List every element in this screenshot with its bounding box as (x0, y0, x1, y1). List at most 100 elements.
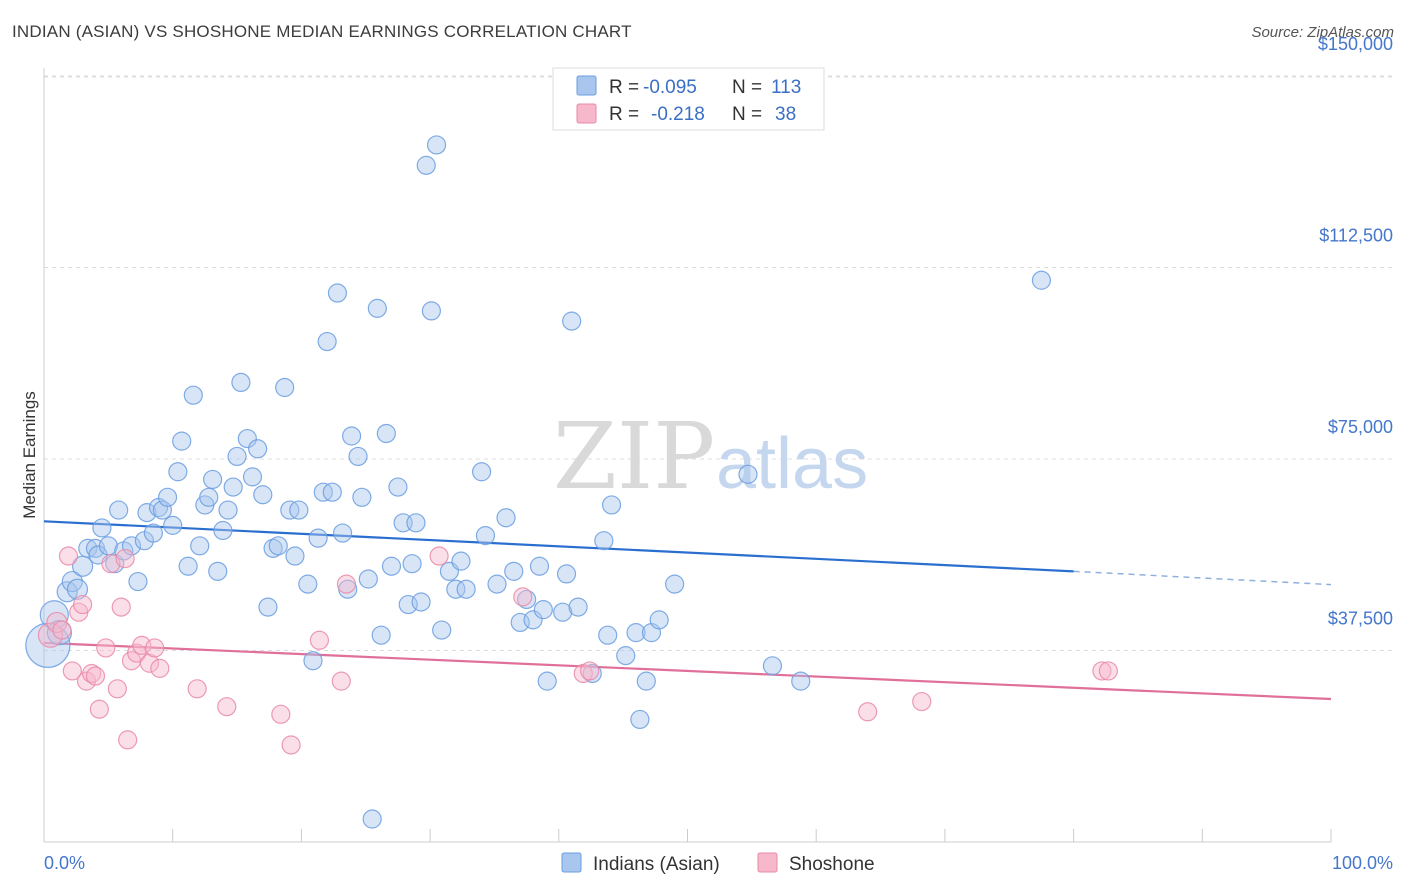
shoshone-point (37, 622, 64, 648)
shoshone-point (139, 653, 160, 673)
legend-n-label: N = (732, 77, 762, 98)
indians-point (308, 528, 328, 548)
indians-trend-extension (1073, 570, 1332, 586)
shoshone-point (336, 574, 357, 594)
indians-point (598, 625, 618, 645)
indians-point (223, 477, 243, 497)
indians-point (213, 520, 233, 541)
shoshone-point (429, 546, 449, 566)
indians-point (636, 671, 656, 691)
indians-point (376, 423, 396, 444)
indians-point (202, 469, 223, 490)
indians-point (456, 579, 476, 599)
indians-point (371, 625, 391, 645)
indians-point (649, 610, 669, 630)
shoshone-point (1098, 661, 1118, 681)
indians-point (402, 554, 422, 574)
indians-point (446, 579, 466, 599)
shoshone-point (107, 679, 127, 699)
legend-r-value: -0.218 (651, 104, 705, 125)
shoshone-point (111, 597, 131, 617)
shoshone-point (912, 691, 932, 712)
indians-point (388, 477, 408, 497)
watermark-atlas: atlas (716, 424, 868, 504)
indians-point (258, 597, 278, 617)
trend-layer (43, 520, 1332, 701)
indians-point (218, 500, 238, 520)
indians-point (178, 556, 198, 576)
indians-point (163, 515, 183, 535)
indians-point (172, 431, 192, 451)
indians-point (616, 646, 636, 666)
legend-swatch-shoshone (576, 103, 597, 124)
bottom-legend-shoshone: Shoshone (789, 854, 875, 875)
indians-point (208, 561, 228, 581)
shoshone-point (1092, 661, 1112, 681)
grid-layer (44, 75, 1395, 651)
shoshone-point (58, 546, 79, 566)
legend-n-label: N = (732, 104, 762, 125)
indians-point (487, 574, 507, 594)
indians-point (242, 467, 263, 487)
axes-layer (43, 68, 1332, 843)
indians-point (56, 581, 78, 603)
indians-point (275, 377, 295, 398)
x-tick-label-min: 0.0% (44, 853, 85, 873)
legend-r-label: R = (609, 104, 639, 125)
shoshone-point (85, 666, 106, 686)
shoshone-point (89, 699, 109, 719)
shoshone-point (309, 630, 330, 650)
indians-point (537, 671, 557, 691)
indians-point (432, 620, 452, 640)
shoshone-point (513, 587, 533, 607)
shoshone-point (281, 735, 301, 755)
y-axis-label: Median Earnings (20, 391, 39, 519)
indians-point (109, 500, 129, 520)
shoshone-point (187, 679, 207, 699)
chart-title: INDIAN (ASIAN) VS SHOSHONE MEDIAN EARNIN… (12, 22, 632, 41)
shoshone-point (271, 704, 291, 724)
indians-point (553, 602, 573, 622)
indians-point (137, 503, 157, 523)
indians-point (416, 155, 436, 175)
y-tick-label: $112,500 (1319, 226, 1393, 246)
shoshone-point (101, 554, 121, 574)
indians-point (285, 546, 305, 566)
indians-point (630, 709, 650, 730)
indians-point (322, 482, 342, 502)
indians-point (248, 439, 268, 459)
legend-r-value: -0.095 (643, 77, 697, 98)
legend-r-label: R = (609, 77, 639, 98)
indians-trend-line (43, 520, 1074, 573)
indians-point (92, 518, 112, 538)
indians-point (143, 523, 163, 543)
indians-point (533, 600, 553, 620)
indians-point (332, 523, 353, 543)
indians-point (298, 574, 318, 594)
indians-point (451, 551, 471, 571)
indians-point (562, 311, 582, 331)
indians-point (152, 500, 173, 520)
indians-point (791, 671, 811, 691)
legend-frame (552, 67, 825, 131)
y-tick-label: $150,000 (1318, 34, 1393, 54)
indians-point (406, 513, 426, 533)
indians-point (762, 656, 783, 676)
indians-point (358, 569, 378, 589)
indians-point (78, 538, 98, 558)
shoshone-point (96, 638, 116, 658)
indians-point (268, 536, 288, 556)
shoshone-trend-line (43, 641, 1332, 701)
indians-point (303, 651, 323, 671)
shoshone-point (150, 658, 170, 678)
legend-box: R = -0.095 N = 113 R = -0.218 N = 38 (552, 67, 825, 131)
indians-point (157, 487, 178, 507)
indians-point (426, 135, 447, 155)
indians-point (263, 538, 283, 558)
shoshone-point (73, 594, 93, 615)
indians-point (411, 592, 431, 612)
watermark-zip: ZIP (553, 403, 715, 510)
indians-point (738, 464, 758, 484)
indians-point (183, 385, 203, 405)
